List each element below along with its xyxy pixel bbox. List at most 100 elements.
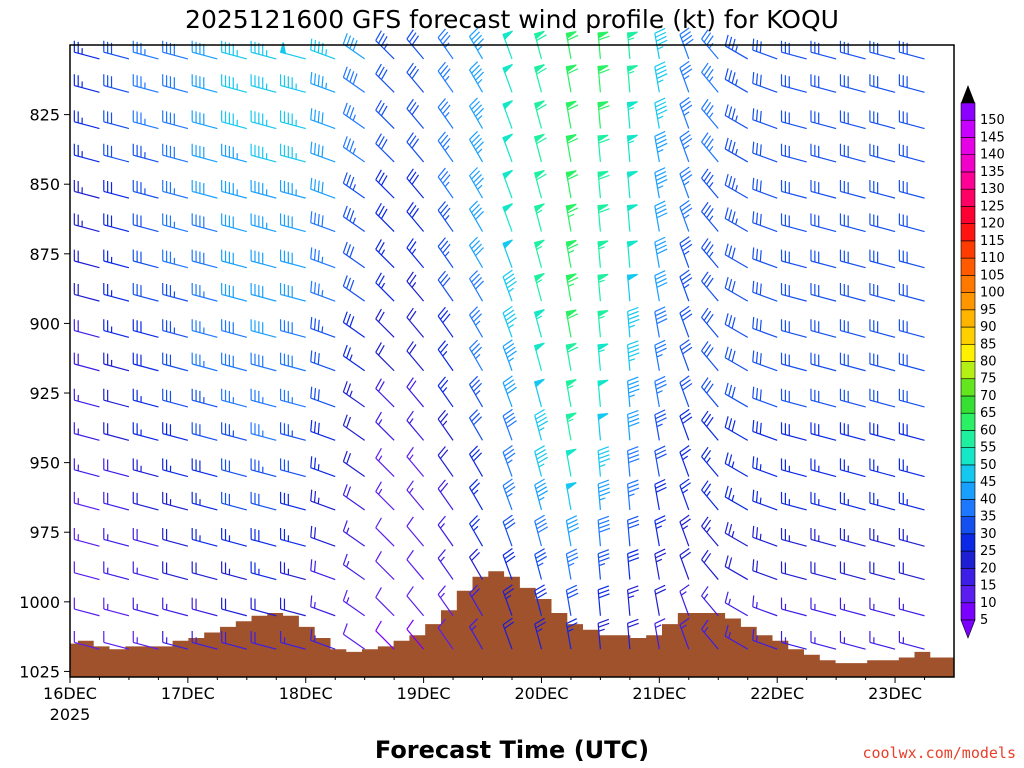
- wind-barb: [534, 100, 547, 129]
- terrain-area: [70, 571, 954, 677]
- wind-barb: [626, 170, 638, 199]
- wind-barb: [565, 412, 577, 441]
- wind-barb: [534, 445, 548, 477]
- wind-barb: [780, 352, 807, 372]
- wind-barb: [626, 240, 638, 268]
- colorbar-bottom-arrow: [960, 619, 976, 639]
- wind-barb: [406, 29, 425, 60]
- wind-barb: [869, 597, 896, 617]
- wind-barb: [103, 528, 130, 547]
- wind-barb: [869, 458, 896, 478]
- wind-barb: [752, 177, 778, 199]
- wind-barb: [780, 319, 807, 338]
- wind-barb: [502, 339, 517, 371]
- wind-barb: [437, 479, 454, 511]
- wind-barb: [437, 446, 454, 477]
- wind-barb: [279, 422, 306, 441]
- wind-barb: [565, 30, 579, 60]
- wind-barb: [375, 169, 395, 199]
- wind-barb: [627, 618, 639, 650]
- wind-barb: [654, 306, 668, 338]
- wind-barb: [627, 515, 640, 547]
- wind-barb: [191, 388, 218, 408]
- wind-barb: [839, 110, 866, 130]
- x-tick-label: 20DEC: [514, 684, 568, 703]
- wind-barb: [437, 376, 454, 408]
- wind-barb: [724, 173, 749, 199]
- wind-barb: [221, 388, 247, 408]
- wind-barb: [469, 270, 484, 302]
- wind-barb: [627, 585, 639, 616]
- wind-barb: [437, 306, 454, 338]
- wind-barb: [898, 283, 925, 302]
- wind-barb: [342, 205, 366, 233]
- wind-barb: [162, 561, 189, 581]
- wind-barb: [724, 382, 749, 408]
- wind-barb: [437, 201, 454, 232]
- wind-barb: [810, 528, 837, 547]
- wind-barb: [132, 491, 159, 511]
- colorbar-segment: [960, 550, 976, 569]
- wind-barb: [898, 74, 925, 93]
- wind-barb: [103, 283, 130, 302]
- wind-barb: [406, 377, 425, 408]
- wind-barb: [73, 528, 100, 547]
- colorbar-label: 15: [980, 579, 997, 594]
- wind-barb: [701, 168, 719, 199]
- colorbar-segment: [960, 395, 976, 414]
- wind-barb: [469, 97, 484, 129]
- colorbar-segment: [960, 464, 976, 483]
- wind-barb: [724, 624, 749, 650]
- wind-barb: [839, 143, 866, 163]
- wind-barb: [752, 420, 778, 441]
- y-tick-label: 825: [29, 106, 60, 125]
- wind-barb: [469, 409, 484, 441]
- wind-barb: [279, 352, 306, 372]
- wind-barb: [103, 561, 130, 581]
- wind-barb: [191, 40, 218, 60]
- colorbar-segment: [960, 378, 976, 397]
- wind-barb: [73, 631, 100, 650]
- wind-barb: [627, 340, 640, 371]
- wind-barb: [132, 213, 159, 233]
- colorbar-label: 140: [980, 148, 1005, 163]
- wind-barb: [103, 388, 130, 408]
- wind-barb: [279, 74, 306, 93]
- wind-barb: [752, 141, 778, 163]
- y-tick-label: 1025: [19, 662, 60, 681]
- chart-title: 2025121600 GFS forecast wind profile (kt…: [185, 5, 839, 34]
- colorbar-segment: [960, 447, 976, 466]
- wind-barb: [724, 137, 749, 163]
- wind-barb: [565, 618, 578, 650]
- wind-barb: [565, 548, 579, 580]
- wind-barb: [250, 561, 277, 581]
- wind-barb: [724, 68, 749, 93]
- wind-barb: [469, 236, 484, 269]
- wind-barb: [810, 352, 837, 372]
- wind-barb: [221, 597, 247, 617]
- colorbar-segment: [960, 430, 976, 448]
- wind-barb: [534, 133, 547, 163]
- wind-barb: [162, 110, 189, 130]
- wind-barb: [132, 388, 159, 408]
- wind-barb: [679, 514, 691, 547]
- wind-barb: [103, 319, 130, 338]
- wind-barb: [898, 143, 925, 163]
- colorbar-label: 50: [980, 458, 997, 473]
- wind-barb: [724, 104, 749, 130]
- wind-barb: [534, 584, 547, 616]
- wind-barb: [73, 458, 100, 478]
- wind-barb: [406, 446, 425, 477]
- wind-barb: [534, 239, 545, 268]
- wind-barb: [191, 249, 218, 269]
- wind-barb: [869, 110, 896, 130]
- wind-barb: [162, 249, 189, 269]
- wind-barb: [375, 378, 395, 408]
- wind-barb: [221, 352, 247, 372]
- wind-barb: [898, 561, 925, 581]
- colorbar-label: 145: [980, 130, 1005, 145]
- wind-barb: [406, 549, 425, 580]
- colorbar-label: 95: [980, 303, 997, 318]
- colorbar-segment: [960, 309, 976, 328]
